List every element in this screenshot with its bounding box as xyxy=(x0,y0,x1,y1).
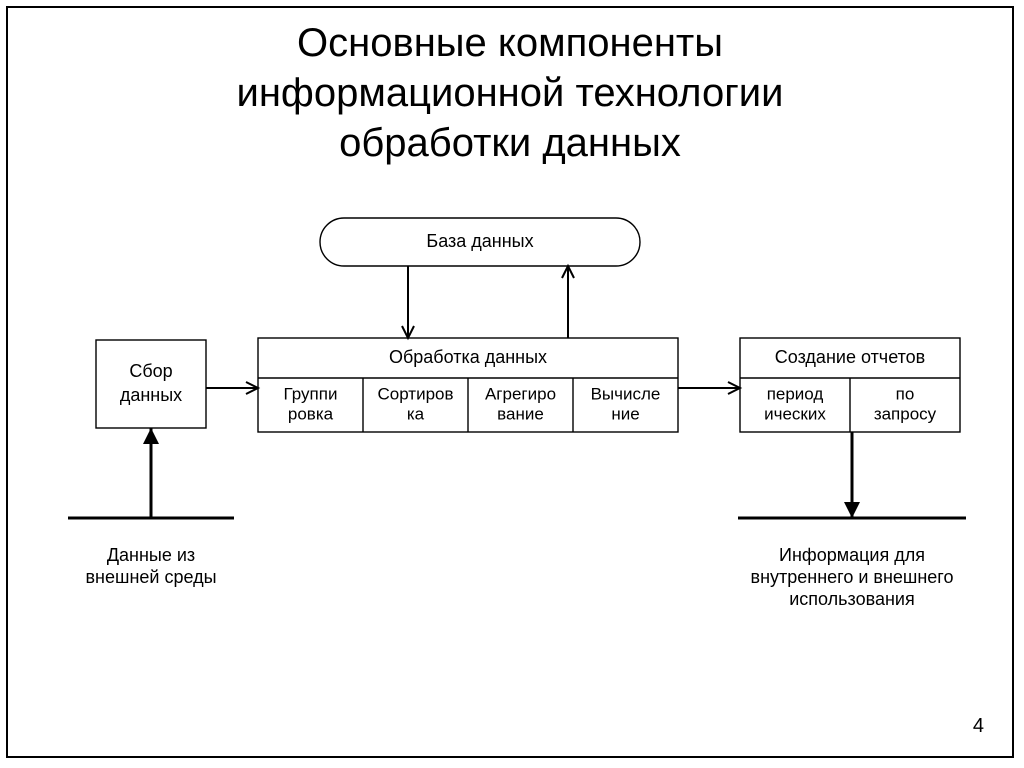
svg-text:данных: данных xyxy=(120,385,182,405)
svg-text:Создание отчетов: Создание отчетов xyxy=(775,347,925,367)
svg-text:внутреннего и внешнего: внутреннего и внешнего xyxy=(751,567,954,587)
svg-text:ка: ка xyxy=(407,404,425,423)
diagram: База данных Сбор данных Обработка данных Гру… xyxy=(8,8,1016,760)
svg-text:вание: вание xyxy=(497,404,544,423)
svg-text:Группи: Группи xyxy=(284,384,338,403)
svg-text:запросу: запросу xyxy=(874,404,937,423)
svg-text:Информация для: Информация для xyxy=(779,545,925,565)
svg-text:Сортиров: Сортиров xyxy=(377,384,453,403)
svg-text:Агрегиро: Агрегиро xyxy=(485,384,556,403)
page-number: 4 xyxy=(973,715,984,738)
svg-text:Обработка данных: Обработка данных xyxy=(389,347,547,367)
svg-text:по: по xyxy=(896,384,915,403)
svg-text:ние: ние xyxy=(611,404,639,423)
svg-text:внешней среды: внешней среды xyxy=(85,567,216,587)
slide-frame: Основные компоненты информационной техно… xyxy=(6,6,1014,758)
svg-text:Вычисле: Вычисле xyxy=(591,384,661,403)
svg-text:ических: ических xyxy=(764,404,826,423)
svg-text:Сбор: Сбор xyxy=(129,361,172,381)
svg-text:период: период xyxy=(767,384,824,403)
svg-text:использования: использования xyxy=(789,589,914,609)
svg-text:ровка: ровка xyxy=(288,404,334,423)
svg-text:Данные из: Данные из xyxy=(107,545,195,565)
svg-text:База данных: База данных xyxy=(426,231,533,251)
